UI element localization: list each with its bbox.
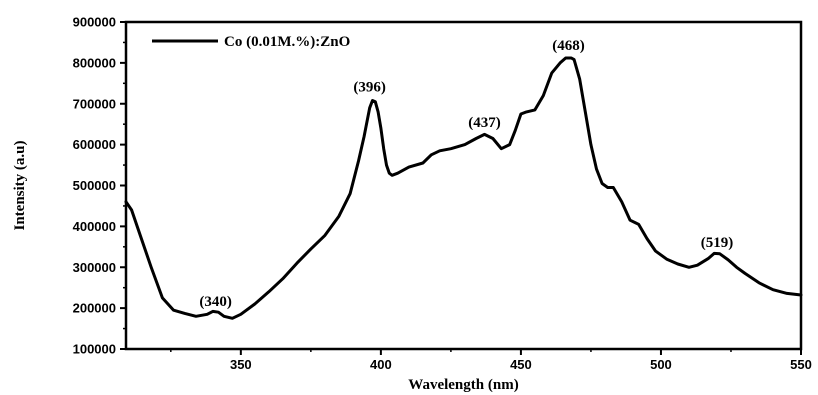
y-tick-label: 100000	[73, 342, 116, 357]
x-tick-label: 550	[790, 357, 812, 372]
plot-frame	[124, 20, 803, 351]
peak-label: (468)	[552, 38, 585, 54]
legend: Co (0.01M.%):ZnO	[152, 34, 350, 50]
legend-label: Co (0.01M.%):ZnO	[224, 34, 350, 50]
y-tick-label: 500000	[73, 178, 116, 193]
x-tick-label: 400	[370, 357, 392, 372]
y-tick-label: 700000	[73, 96, 116, 111]
peak-label: (396)	[353, 79, 386, 95]
peak-label: (519)	[701, 235, 734, 251]
x-tick-label: 450	[510, 357, 532, 372]
y-tick-label: 800000	[73, 55, 116, 70]
y-tick-label: 300000	[73, 260, 116, 275]
peak-label: (437)	[468, 115, 501, 131]
x-axis-tick-labels: 350 400 450 500 550	[230, 357, 812, 372]
y-tick-label: 600000	[73, 137, 116, 152]
y-tick-label: 900000	[73, 15, 116, 30]
peak-annotations: (340) (396) (437) (468) (519)	[199, 38, 733, 310]
y-tick-label: 400000	[73, 219, 116, 234]
y-tick-label: 200000	[73, 301, 116, 316]
x-tick-label: 350	[230, 357, 252, 372]
y-axis-tick-labels: 100000 200000 300000 400000 500000 600000 7000…	[73, 15, 116, 357]
x-axis-title: Wavelength (nm)	[408, 377, 518, 393]
series-line-co-zno	[124, 56, 803, 320]
peak-label: (340)	[199, 294, 232, 310]
x-tick-label: 500	[650, 357, 672, 372]
y-axis-title: Intensity (a.u)	[12, 140, 28, 230]
